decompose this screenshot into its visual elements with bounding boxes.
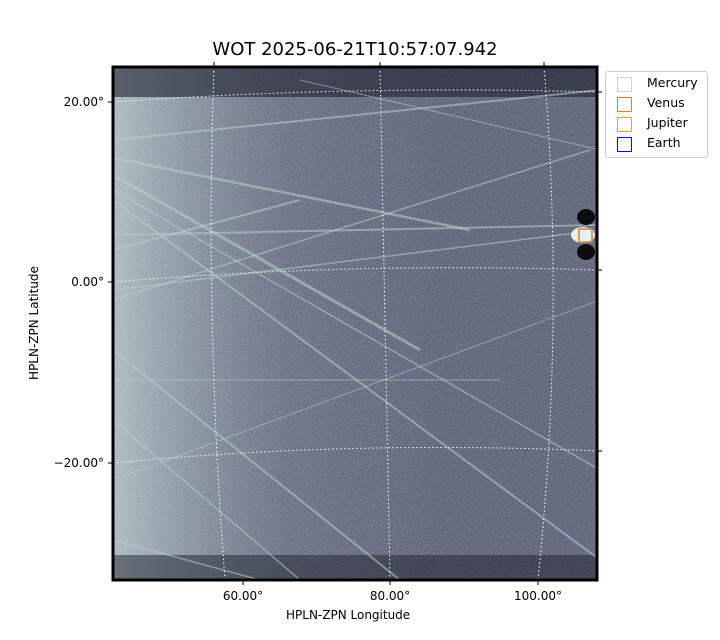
venus-bright-spot xyxy=(571,227,595,243)
streak xyxy=(113,149,591,301)
y-tick-label: 20.00° xyxy=(63,95,104,109)
earth-swatch xyxy=(617,137,632,152)
legend-label: Venus xyxy=(647,95,685,110)
legend-label: Jupiter xyxy=(647,115,688,130)
grid-line-lat xyxy=(113,267,597,283)
streak xyxy=(113,173,421,352)
venus-marker xyxy=(578,228,593,243)
x-tick-label: 100.00° xyxy=(514,589,562,603)
streak xyxy=(113,199,301,251)
streak xyxy=(113,89,597,141)
streak xyxy=(113,300,597,481)
axes-frame xyxy=(111,65,599,582)
streak xyxy=(113,539,261,580)
dark-blob xyxy=(577,244,595,260)
grid-lines xyxy=(113,67,597,580)
streak xyxy=(299,79,597,150)
legend-label: Earth xyxy=(647,135,681,150)
streak xyxy=(113,349,401,580)
streaks xyxy=(113,79,597,580)
ticks xyxy=(108,62,602,585)
x-tick-label: 80.00° xyxy=(369,589,411,603)
streak xyxy=(113,189,597,470)
x-axis-title: HPLN-ZPN Longitude xyxy=(286,608,411,622)
y-tick-label: −20.00° xyxy=(53,456,104,470)
streak xyxy=(113,224,597,236)
dark-blob xyxy=(577,209,595,225)
y-tick-label: 0.00° xyxy=(71,275,104,289)
venus-swatch xyxy=(617,97,632,112)
chart-title: WOT 2025-06-21T10:57:07.942 xyxy=(212,39,498,60)
x-tick-label: 60.00° xyxy=(222,589,264,603)
streak xyxy=(113,419,301,580)
grid-line-lat xyxy=(113,446,597,464)
streak xyxy=(113,229,597,291)
grid-line-lat xyxy=(113,89,597,103)
legend-label: Mercury xyxy=(647,75,698,90)
jupiter-swatch xyxy=(617,117,632,132)
streak xyxy=(113,156,471,232)
y-axis-title: HPLN-ZPN Latitude xyxy=(27,266,41,380)
mercury-swatch xyxy=(617,77,632,92)
legend: Mercury Venus Jupiter Earth xyxy=(605,71,708,158)
